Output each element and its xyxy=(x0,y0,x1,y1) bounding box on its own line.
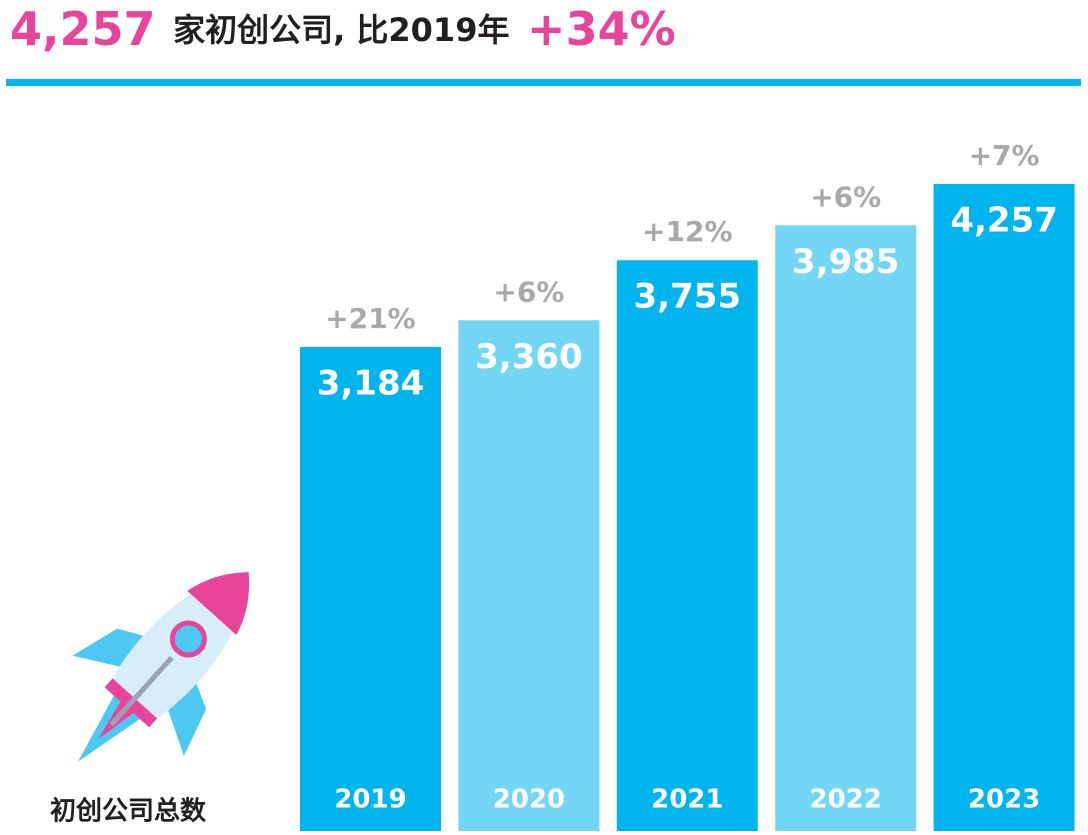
x-tick-label: 2022 xyxy=(810,785,882,815)
rocket-icon xyxy=(72,572,250,762)
value-label: 3,985 xyxy=(792,242,900,282)
value-label: 4,257 xyxy=(950,200,1058,240)
title-change: +34% xyxy=(527,2,676,56)
x-tick-label: 2020 xyxy=(493,785,565,815)
x-tick-label: 2023 xyxy=(968,785,1040,815)
value-label: 3,184 xyxy=(317,364,425,404)
x-tick-label: 2019 xyxy=(334,785,406,815)
growth-label: +12% xyxy=(642,215,732,248)
x-tick-label: 2021 xyxy=(651,785,723,815)
growth-label: +6% xyxy=(493,275,564,308)
chart-label: 初创公司总数 xyxy=(50,797,207,827)
title-rule xyxy=(6,79,1081,86)
title-text: 家初创公司, 比2019年 xyxy=(173,11,509,49)
value-label: 3,360 xyxy=(475,337,583,377)
bar xyxy=(775,225,917,831)
title-number: 4,257 xyxy=(10,2,156,56)
growth-label: +7% xyxy=(969,139,1040,172)
bar xyxy=(300,347,441,831)
growth-label: +21% xyxy=(325,302,415,335)
chart-title: 4,257 家初创公司, 比2019年 +34% xyxy=(10,2,676,56)
growth-label: +6% xyxy=(810,180,881,213)
bar xyxy=(933,183,1075,831)
bar xyxy=(458,320,600,831)
bar xyxy=(616,260,758,831)
value-label: 3,755 xyxy=(634,277,742,317)
